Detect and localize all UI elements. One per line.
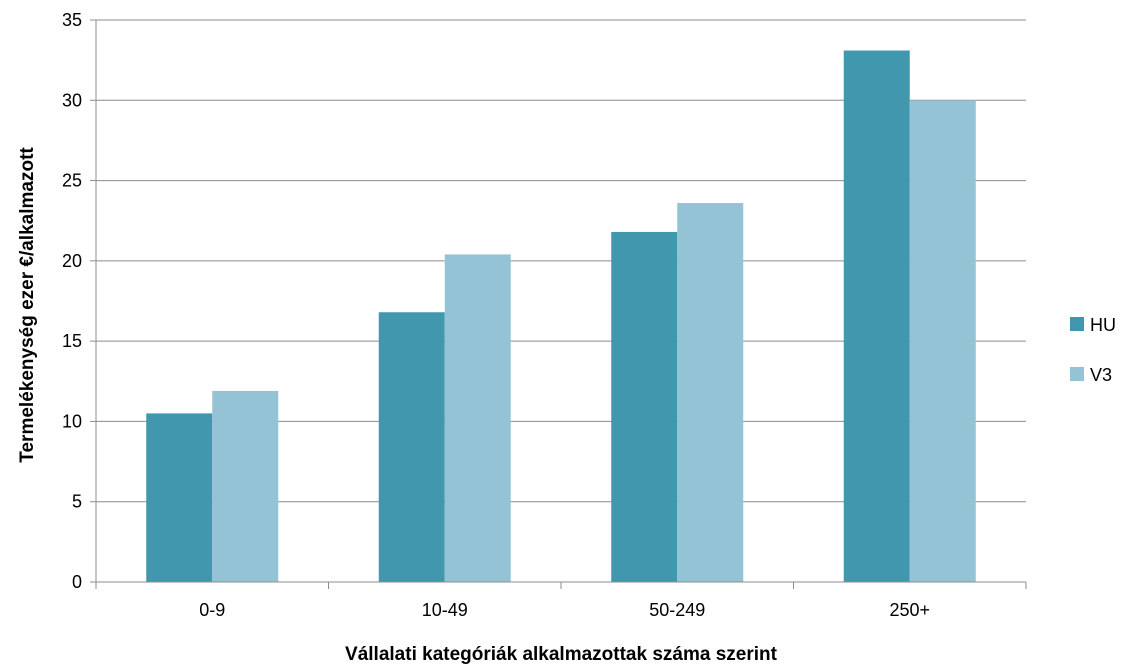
y-tick-label: 5	[72, 492, 82, 512]
bar-v3-50-249	[677, 203, 744, 582]
bar-hu-10-49	[378, 312, 445, 582]
legend-swatch-v3	[1070, 367, 1084, 381]
x-tick-label: 50-249	[649, 600, 705, 620]
bar-v3-0-9	[212, 390, 279, 582]
bar-v3-250+	[909, 100, 976, 583]
y-tick-label: 35	[62, 10, 82, 30]
x-tick-label: 0-9	[199, 600, 225, 620]
y-tick-label: 25	[62, 171, 82, 191]
y-tick-label: 0	[72, 572, 82, 592]
legend: HU V3	[1070, 315, 1116, 385]
y-tick-label: 10	[62, 411, 82, 431]
y-tick-label: 30	[62, 90, 82, 110]
y-tick-label: 15	[62, 331, 82, 351]
legend-swatch-hu	[1070, 317, 1084, 331]
x-axis-title: Vállalati kategóriák alkalmazottak száma…	[345, 644, 778, 665]
bar-v3-10-49	[444, 254, 511, 583]
x-tick-label: 10-49	[422, 600, 468, 620]
axes	[90, 19, 1027, 589]
legend-label-hu: HU	[1090, 315, 1116, 335]
y-axis-title: Termelékenység ezer €/alkalmazott	[17, 147, 38, 463]
y-tick-label: 20	[62, 251, 82, 271]
tick-labels: 0 5 10 15 20 25 30 35 0-9 10-49 50-249 250+	[62, 10, 930, 620]
x-tick-label: 250+	[889, 600, 930, 620]
bar-hu-50-249	[611, 231, 678, 582]
legend-label-v3: V3	[1090, 365, 1112, 385]
bar-hu-0-9	[146, 413, 213, 582]
bar-hu-250+	[843, 50, 910, 583]
bars	[146, 50, 976, 583]
